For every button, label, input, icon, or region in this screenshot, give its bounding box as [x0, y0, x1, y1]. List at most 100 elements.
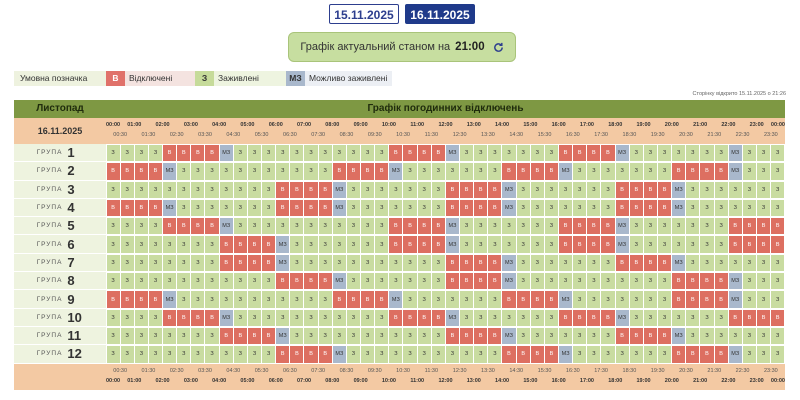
bottom-hour-label: 16:00 — [551, 377, 566, 384]
group-row: ГРУПА 3 З З З З З З З З З З З З В В В В МЗ З З З З З З З В В В В МЗ З З З… — [14, 180, 785, 199]
slot-cell-on: З — [318, 145, 332, 162]
slot-cell-on: З — [615, 291, 629, 308]
slot-cell-on: З — [191, 327, 205, 345]
slot-cell-off: В — [530, 291, 544, 308]
slot-cell-off: В — [120, 291, 134, 308]
slot-cell-on: З — [332, 145, 346, 162]
slot-cell-maybe: МЗ — [332, 199, 346, 217]
slot-cell-off: В — [559, 309, 573, 326]
bottom-half-hour-label: 03:30 — [198, 367, 212, 374]
slot-cell-on: З — [756, 199, 771, 217]
tab-date-previous[interactable]: 15.11.2025 — [329, 4, 399, 24]
slot-cell-off: В — [403, 236, 417, 253]
group-row: ГРУПА 1 З З З З В В В В МЗ З З З З З З З З З З З В В В В МЗ З З З З З З З… — [14, 144, 785, 163]
slot-cell-on: З — [742, 145, 756, 162]
slot-cell-on: З — [460, 291, 474, 308]
slot-cell-on: З — [304, 236, 318, 253]
slot-cell-off: В — [445, 181, 460, 198]
slot-cell-off: В — [629, 327, 643, 345]
slot-cell-on: З — [106, 181, 120, 198]
slot-cell-on: З — [361, 327, 375, 345]
slot-cell-on: З — [488, 309, 502, 326]
slot-cell-on: З — [233, 218, 247, 235]
slot-cell-on: З — [177, 273, 191, 290]
slot-cell-on: З — [290, 291, 304, 308]
slot-cell-on: З — [601, 163, 615, 180]
table-title: Графік погодинних відключень — [367, 103, 524, 114]
slot-cell-off: В — [657, 327, 672, 345]
month-label: Листопад — [36, 103, 84, 114]
slot-cell-on: З — [332, 309, 346, 326]
slot-cell-on: З — [389, 327, 403, 345]
slot-cell-on: З — [700, 181, 714, 198]
legend-on-label: Заживлені — [214, 71, 286, 86]
slot-cell-on: З — [657, 346, 672, 363]
slot-cell-off: В — [672, 273, 686, 290]
group-number: 2 — [67, 163, 75, 179]
slot-cell-on: З — [700, 309, 714, 326]
bottom-hour-label: 13:00 — [466, 377, 481, 384]
slot-cell-off: В — [587, 218, 601, 235]
top-half-hour-label: 00:30 — [113, 132, 128, 138]
tab-date-current[interactable]: 16.11.2025 — [405, 4, 475, 24]
slot-cell-off: В — [148, 163, 163, 180]
top-half-hour-label: 13:30 — [481, 132, 495, 138]
slot-cell-on: З — [375, 327, 389, 345]
slot-cell-off: В — [163, 218, 177, 235]
slot-cell-on: З — [205, 163, 219, 180]
top-half-hour-label: 15:30 — [537, 132, 552, 138]
slot-cell-on: З — [445, 163, 460, 180]
slot-cell-on: З — [177, 236, 191, 253]
slot-cell-on: З — [262, 346, 276, 363]
slot-cell-on: З — [191, 199, 205, 217]
slot-cell-on: З — [346, 273, 361, 290]
slot-cell-on: З — [771, 273, 785, 290]
slot-cell-maybe: МЗ — [502, 327, 516, 345]
slot-cell-off: В — [389, 236, 403, 253]
refresh-icon[interactable] — [493, 42, 504, 53]
slot-cell-on: З — [474, 145, 488, 162]
slot-cell-off: В — [445, 327, 460, 345]
bottom-hour-label: 02:00 — [155, 377, 170, 384]
top-half-hour-label: 16:30 — [565, 132, 580, 138]
slot-cell-off: В — [615, 181, 629, 198]
slot-cell-maybe: МЗ — [615, 218, 629, 235]
slot-cell-off: В — [460, 327, 474, 345]
slot-cell-on: З — [346, 236, 361, 253]
slot-cell-on: З — [389, 254, 403, 272]
slot-cell-on: З — [629, 218, 643, 235]
slot-cell-off: В — [714, 346, 728, 363]
slot-cell-on: З — [573, 163, 587, 180]
time-header-row: 16.11.2025 00:00 01:00 02:00 03:00 04:00 05:0… — [14, 118, 785, 144]
slot-cell-off: В — [389, 309, 403, 326]
slot-cell-off: В — [304, 181, 318, 198]
slot-cell-on: З — [262, 145, 276, 162]
slot-cell-on: З — [247, 273, 262, 290]
slot-cell-off: В — [247, 327, 262, 345]
slot-cell-off: В — [771, 236, 785, 253]
slot-cell-on: З — [445, 346, 460, 363]
slot-cell-on: З — [629, 163, 643, 180]
slot-cell-off: В — [516, 346, 530, 363]
top-half-hour-label: 08:30 — [339, 132, 354, 138]
slot-cell-on: З — [488, 218, 502, 235]
slot-cell-off: В — [332, 291, 346, 308]
slot-cell-on: З — [516, 327, 530, 345]
slot-cell-maybe: МЗ — [332, 346, 346, 363]
top-half-hour-label: 06:30 — [283, 132, 297, 138]
slot-cell-on: З — [714, 236, 728, 253]
top-hour-label: 04:00 — [212, 122, 227, 128]
slot-cell-on: З — [403, 346, 417, 363]
slot-cell-off: В — [247, 254, 262, 272]
slot-cell-on: З — [233, 163, 247, 180]
slot-cell-on: З — [700, 327, 714, 345]
footer-spacer — [14, 364, 106, 390]
top-half-hour-label: 18:30 — [622, 132, 637, 138]
slot-cell-on: З — [205, 327, 219, 345]
slot-cell-on: З — [488, 346, 502, 363]
slot-cell-on: З — [445, 291, 460, 308]
top-half-hour-label: 21:30 — [707, 132, 722, 138]
group-slots: З З З З З З З З В В В В МЗ З З З З З З З З З З З В В В В МЗ З З З З З З З В В… — [106, 327, 785, 345]
slot-cell-on: З — [629, 291, 643, 308]
slot-cell-off: В — [629, 254, 643, 272]
